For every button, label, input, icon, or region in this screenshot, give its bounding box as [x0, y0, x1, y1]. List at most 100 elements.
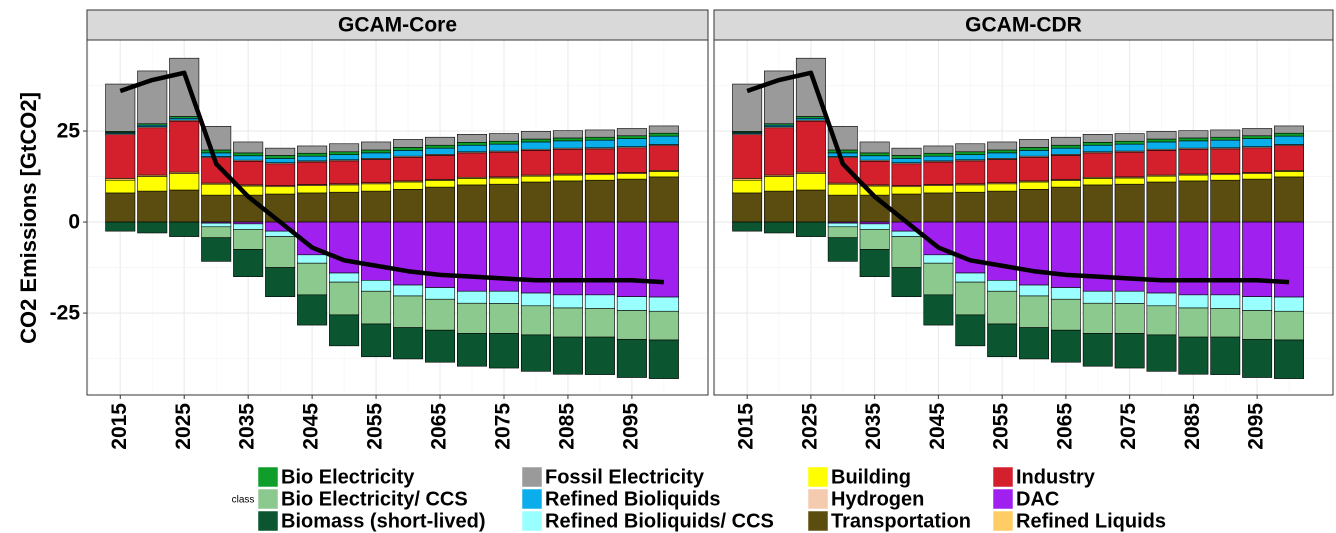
bar-segment	[891, 155, 922, 159]
legend-label: Fossil Electricity	[545, 466, 705, 488]
bar-segment	[169, 120, 200, 173]
bar-segment	[616, 173, 647, 180]
bar-segment	[233, 223, 264, 230]
bar-segment	[552, 180, 583, 223]
x-tick-label: 2015	[735, 403, 758, 450]
panel-title: GCAM-Core	[338, 14, 457, 37]
bar-segment	[987, 290, 1018, 325]
bar-segment	[923, 185, 954, 194]
bar-segment	[1146, 175, 1177, 183]
bar-segment	[552, 221, 583, 296]
bar-segment	[648, 221, 679, 298]
legend-label: Hydrogen	[831, 488, 924, 510]
bar-segment	[1050, 298, 1081, 331]
bar-segment	[552, 294, 583, 309]
bar-segment	[795, 189, 826, 223]
bar-segment	[201, 152, 232, 157]
bar-segment	[105, 83, 136, 132]
bar-segment	[1019, 327, 1049, 360]
bar-segment	[1178, 130, 1209, 139]
bar-segment	[201, 226, 232, 239]
x-tick-label: 2055	[990, 403, 1013, 450]
bar-segment	[1210, 148, 1241, 174]
legend-key	[521, 488, 543, 510]
bar-segment	[552, 174, 583, 182]
strip	[86, 9, 709, 41]
bar-segment	[1019, 181, 1049, 190]
bar-segment	[1210, 308, 1241, 338]
legend-label: Refined Bioliquids/ CCS	[545, 510, 774, 532]
bar-segment	[1114, 140, 1145, 145]
bar-segment	[1146, 334, 1177, 372]
bar-segment	[1050, 155, 1081, 180]
bar-segment	[1146, 141, 1177, 150]
x-tick-label: 2025	[172, 403, 195, 450]
bar-segment	[891, 147, 922, 156]
bar-segment	[425, 186, 456, 223]
panel-title: GCAM-CDR	[965, 14, 1082, 37]
bar-segment	[1114, 143, 1145, 152]
bar-segment	[1082, 221, 1113, 292]
bar-segment	[987, 141, 1018, 151]
bar-segment	[1050, 180, 1081, 188]
bar-segment	[265, 155, 296, 159]
bar-segment	[1146, 181, 1177, 223]
bar-segment	[616, 221, 647, 297]
bar-segment	[732, 221, 763, 232]
bar-segment	[1274, 132, 1304, 137]
bar-segment	[827, 194, 858, 223]
bar-segment	[891, 236, 922, 268]
bar-segment	[201, 183, 232, 196]
bar-segment	[859, 155, 890, 161]
bar-segment	[987, 221, 1018, 281]
y-tick-label: 0	[68, 211, 80, 234]
legend-key	[992, 488, 1014, 510]
bar-segment	[764, 127, 794, 176]
bar-segment	[488, 151, 519, 178]
bar-segment	[827, 237, 858, 262]
bar-segment	[488, 290, 519, 304]
y-axis-title: CO2 Emissions [GtCO2]	[16, 92, 41, 344]
y-tick-label: -25	[50, 302, 81, 325]
bar-segment	[488, 177, 519, 185]
x-tick-label: 2035	[862, 403, 885, 450]
bar-segment	[1050, 186, 1081, 223]
bar-segment	[456, 221, 488, 292]
bar-segment	[1242, 338, 1273, 378]
bar-segment	[923, 192, 954, 223]
bar-segment	[297, 192, 328, 223]
x-tick-label: 2045	[926, 403, 949, 450]
bar-segment	[955, 314, 986, 347]
bar-segment	[1050, 136, 1081, 146]
bar-segment	[425, 287, 456, 300]
bar-segment	[105, 221, 136, 232]
bar-segment	[616, 338, 647, 378]
bar-segment	[297, 262, 328, 296]
bar-segment	[987, 183, 1018, 192]
bar-segment	[1146, 292, 1177, 307]
bar-segment	[105, 192, 136, 223]
bar-segment	[1210, 221, 1241, 296]
bar-segment	[393, 181, 424, 190]
bar-segment	[425, 155, 456, 180]
bar-segment	[425, 144, 456, 149]
bar-segment	[520, 131, 551, 140]
legend-label: Biomass (short-lived)	[281, 510, 485, 532]
x-tick-label: 2095	[1245, 403, 1268, 450]
bar-segment	[1242, 173, 1273, 180]
bar-segment	[393, 150, 424, 157]
bar-segment	[488, 333, 519, 369]
bar-segment	[616, 135, 647, 139]
bar-segment	[1082, 333, 1113, 367]
bar-segment	[1146, 305, 1177, 336]
bar-segment	[552, 307, 583, 338]
bar-segment	[520, 141, 551, 150]
bar-segment	[795, 221, 826, 237]
x-tick-label: 2085	[1181, 403, 1204, 450]
legend-key	[992, 510, 1014, 532]
bar-segment	[648, 171, 679, 178]
bar-segment	[393, 295, 424, 328]
bar-segment	[361, 190, 392, 223]
bar-segment	[1082, 178, 1113, 186]
bar-segment	[648, 132, 679, 137]
